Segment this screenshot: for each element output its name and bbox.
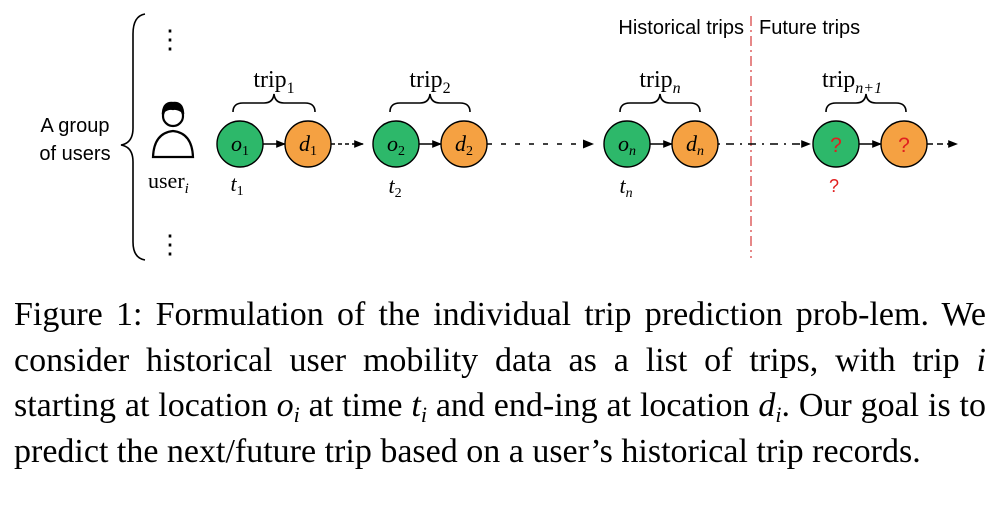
future-trip-label: tripn+1 <box>822 67 882 97</box>
trip-1-time-label: t1 <box>230 171 243 199</box>
future-trip-brace <box>825 93 907 113</box>
group-brace <box>120 13 146 261</box>
user-label: useri <box>148 168 189 197</box>
trip-n-time-label: tn <box>619 173 632 201</box>
trip-n-brace <box>619 93 701 113</box>
trip-2-time-label: t2 <box>388 173 401 201</box>
group-label-line-2: of users <box>39 143 110 165</box>
trip-1-brace <box>232 93 316 113</box>
user-icon <box>151 101 195 159</box>
figure-caption: Figure 1: Formulation of the individual … <box>14 296 986 470</box>
trip-2-label: trip2 <box>409 67 450 97</box>
future-destination-unknown: ? <box>898 134 910 157</box>
trip-1-origin-label: o1 <box>231 131 249 159</box>
future-trips-label: Future trips <box>759 17 860 39</box>
ellipsis-bottom: ⋮ <box>157 230 183 259</box>
trip-n-destination-label: dn <box>686 131 704 159</box>
trip-n-label: tripn <box>639 67 680 97</box>
trip-formulation-diagram: A group of users ⋮ ⋮ useri Historical tr… <box>39 13 958 261</box>
trip-1-label: trip1 <box>253 67 294 97</box>
historical-trips-label: Historical trips <box>618 17 744 39</box>
trip-2-brace <box>389 93 471 113</box>
trip-1-destination-label: d1 <box>299 131 317 159</box>
trip-2-destination-label: d2 <box>455 131 473 159</box>
trip-2-origin-label: o2 <box>387 131 405 159</box>
group-label-line-1: A group <box>41 115 110 137</box>
future-origin-unknown: ? <box>830 134 842 157</box>
future-time-unknown: ? <box>829 176 839 196</box>
trip-n-origin-label: on <box>618 131 636 159</box>
ellipsis-top: ⋮ <box>157 25 183 54</box>
